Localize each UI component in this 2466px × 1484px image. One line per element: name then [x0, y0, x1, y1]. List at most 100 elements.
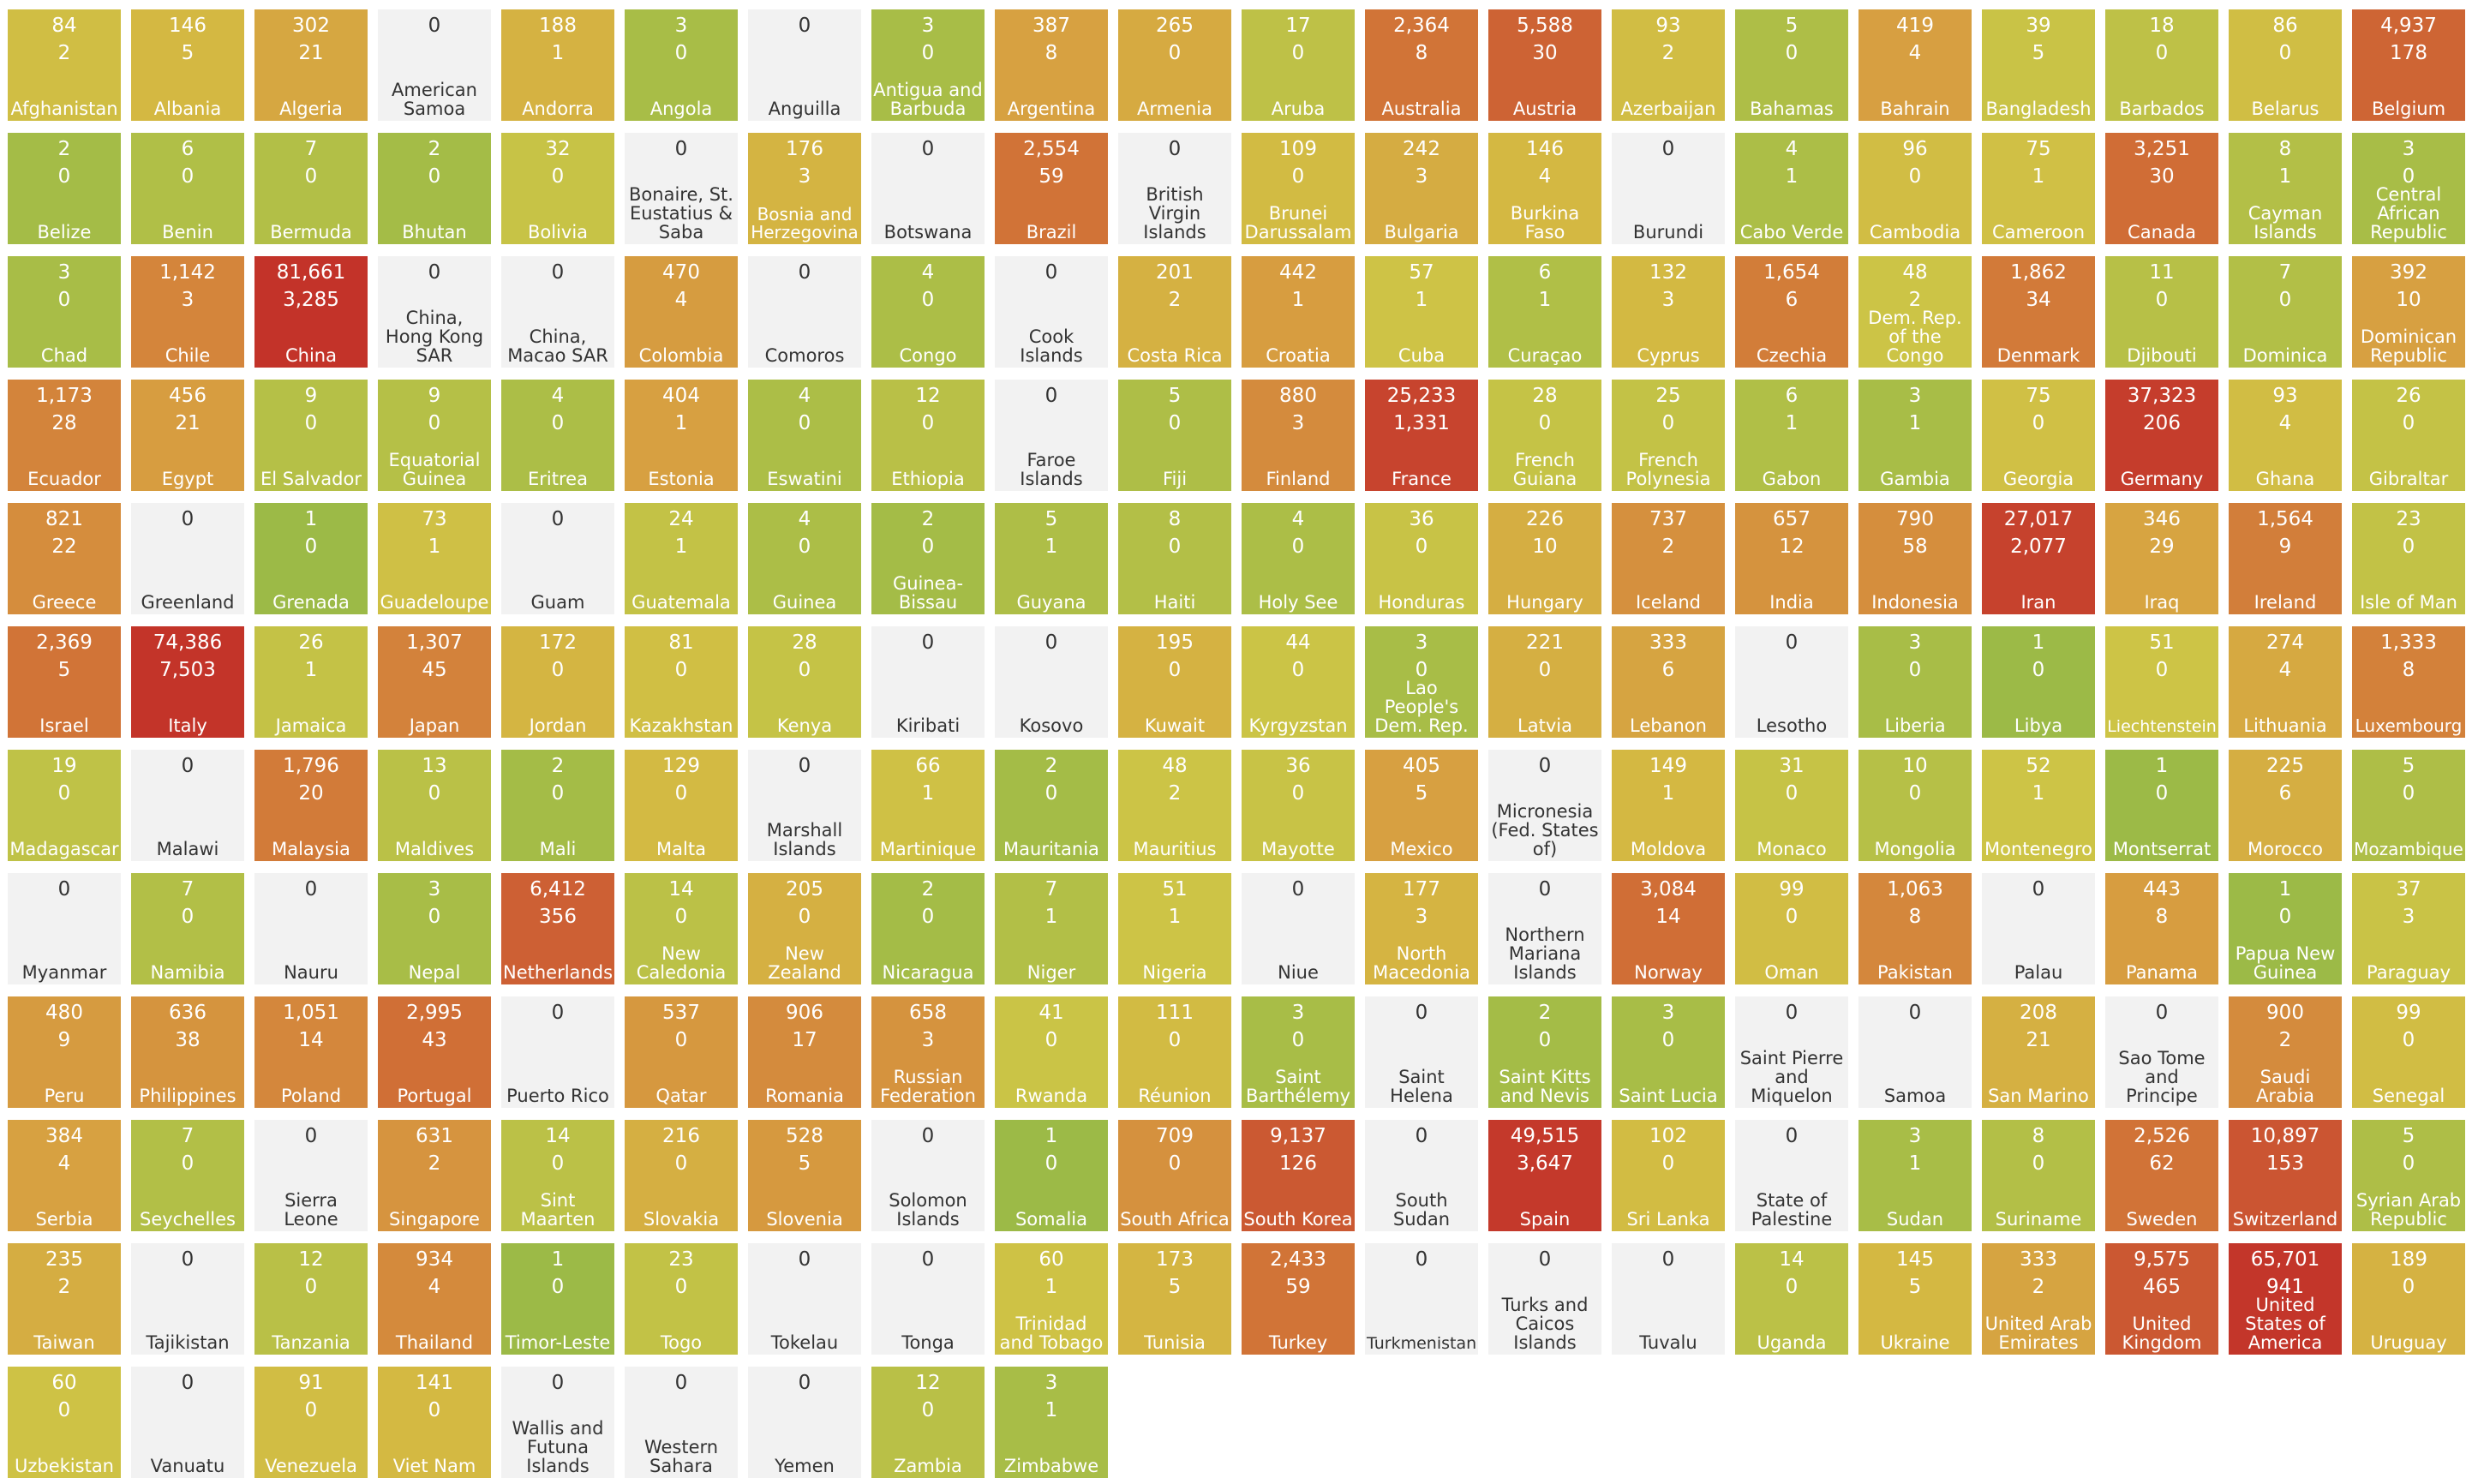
country-tile-china-macao-sar[interactable]: 0 China, Macao SAR — [501, 256, 614, 368]
country-tile-myanmar[interactable]: 0 Myanmar — [8, 873, 121, 984]
country-tile-thailand[interactable]: 934 4 Thailand — [378, 1243, 491, 1355]
country-tile-china[interactable]: 81,661 3,285 China — [254, 256, 368, 368]
country-tile-iceland[interactable]: 737 2 Iceland — [1612, 503, 1725, 614]
country-tile-nicaragua[interactable]: 2 0 Nicaragua — [871, 873, 985, 984]
country-tile-marshall-islands[interactable]: 0 Marshall Islands — [748, 750, 861, 861]
country-tile-portugal[interactable]: 2,995 43 Portugal — [378, 996, 491, 1108]
country-tile-burundi[interactable]: 0 Burundi — [1612, 133, 1725, 244]
country-tile-montenegro[interactable]: 52 1 Montenegro — [1982, 750, 2095, 861]
country-tile-iran[interactable]: 27,017 2,077 Iran — [1982, 503, 2095, 614]
country-tile-north-macedonia[interactable]: 177 3 North Macedonia — [1365, 873, 1478, 984]
country-tile-martinique[interactable]: 66 1 Martinique — [871, 750, 985, 861]
country-tile-oman[interactable]: 99 0 Oman — [1735, 873, 1848, 984]
country-tile-russian-federation[interactable]: 658 3 Russian Federation — [871, 996, 985, 1108]
country-tile-togo[interactable]: 23 0 Togo — [625, 1243, 738, 1355]
country-tile-eswatini[interactable]: 4 0 Eswatini — [748, 380, 861, 491]
country-tile-slovakia[interactable]: 216 0 Slovakia — [625, 1120, 738, 1231]
country-tile-new-caledonia[interactable]: 14 0 New Caledonia — [625, 873, 738, 984]
country-tile-madagascar[interactable]: 19 0 Madagascar — [8, 750, 121, 861]
country-tile-nigeria[interactable]: 51 1 Nigeria — [1118, 873, 1231, 984]
country-tile-kyrgyzstan[interactable]: 44 0 Kyrgyzstan — [1242, 626, 1355, 738]
country-tile-anguilla[interactable]: 0 Anguilla — [748, 9, 861, 121]
country-tile-tokelau[interactable]: 0 Tokelau — [748, 1243, 861, 1355]
country-tile-burkina-faso[interactable]: 146 4 Burkina Faso — [1488, 133, 1601, 244]
country-tile-ireland[interactable]: 1,564 9 Ireland — [2229, 503, 2342, 614]
country-tile-san-marino[interactable]: 208 21 San Marino — [1982, 996, 2095, 1108]
country-tile-rwanda[interactable]: 41 0 Rwanda — [995, 996, 1108, 1108]
country-tile-antigua-and-barbuda[interactable]: 3 0 Antigua and Barbuda — [871, 9, 985, 121]
country-tile-bangladesh[interactable]: 39 5 Bangladesh — [1982, 9, 2095, 121]
country-tile-western-sahara[interactable]: 0 Western Sahara — [625, 1367, 738, 1478]
country-tile-morocco[interactable]: 225 6 Morocco — [2229, 750, 2342, 861]
country-tile-united-kingdom[interactable]: 9,575 465 United Kingdom — [2105, 1243, 2218, 1355]
country-tile-vanuatu[interactable]: 0 Vanuatu — [131, 1367, 244, 1478]
country-tile-kiribati[interactable]: 0 Kiribati — [871, 626, 985, 738]
country-tile-benin[interactable]: 6 0 Benin — [131, 133, 244, 244]
country-tile-afghanistan[interactable]: 84 2 Afghanistan — [8, 9, 121, 121]
country-tile-qatar[interactable]: 537 0 Qatar — [625, 996, 738, 1108]
country-tile-namibia[interactable]: 7 0 Namibia — [131, 873, 244, 984]
country-tile-yemen[interactable]: 0 Yemen — [748, 1367, 861, 1478]
country-tile-northern-mariana-islands[interactable]: 0 Northern Mariana Islands — [1488, 873, 1601, 984]
country-tile-saint-helena[interactable]: 0 Saint Helena — [1365, 996, 1478, 1108]
country-tile-south-sudan[interactable]: 0 South Sudan — [1365, 1120, 1478, 1231]
country-tile-solomon-islands[interactable]: 0 Solomon Islands — [871, 1120, 985, 1231]
country-tile-kuwait[interactable]: 195 0 Kuwait — [1118, 626, 1231, 738]
country-tile-malaysia[interactable]: 1,796 20 Malaysia — [254, 750, 368, 861]
country-tile-saint-barthelemy[interactable]: 3 0 Saint Barthélemy — [1242, 996, 1355, 1108]
country-tile-singapore[interactable]: 631 2 Singapore — [378, 1120, 491, 1231]
country-tile-cyprus[interactable]: 132 3 Cyprus — [1612, 256, 1725, 368]
country-tile-georgia[interactable]: 75 0 Georgia — [1982, 380, 2095, 491]
country-tile-moldova[interactable]: 149 1 Moldova — [1612, 750, 1725, 861]
country-tile-sri-lanka[interactable]: 102 0 Sri Lanka — [1612, 1120, 1725, 1231]
country-tile-malawi[interactable]: 0 Malawi — [131, 750, 244, 861]
country-tile-saudi-arabia[interactable]: 900 2 Saudi Arabia — [2229, 996, 2342, 1108]
country-tile-ethiopia[interactable]: 12 0 Ethiopia — [871, 380, 985, 491]
country-tile-germany[interactable]: 37,323 206 Germany — [2105, 380, 2218, 491]
country-tile-saint-pierre-and-miquelon[interactable]: 0 Saint Pierre and Miquelon — [1735, 996, 1848, 1108]
country-tile-ghana[interactable]: 93 4 Ghana — [2229, 380, 2342, 491]
country-tile-trinidad-and-tobago[interactable]: 60 1 Trinidad and Tobago — [995, 1243, 1108, 1355]
country-tile-cook-islands[interactable]: 0 Cook Islands — [995, 256, 1108, 368]
country-tile-finland[interactable]: 880 3 Finland — [1242, 380, 1355, 491]
country-tile-cayman-islands[interactable]: 8 1 Cayman Islands — [2229, 133, 2342, 244]
country-tile-sudan[interactable]: 3 1 Sudan — [1858, 1120, 1972, 1231]
country-tile-suriname[interactable]: 8 0 Suriname — [1982, 1120, 2095, 1231]
country-tile-nepal[interactable]: 3 0 Nepal — [378, 873, 491, 984]
country-tile-guam[interactable]: 0 Guam — [501, 503, 614, 614]
country-tile-brunei-darussalam[interactable]: 109 0 Brunei Darussalam — [1242, 133, 1355, 244]
country-tile-bonaire-st-eustatius-saba[interactable]: 0 Bonaire, St. Eustatius & Saba — [625, 133, 738, 244]
country-tile-bosnia-and-herzegovina[interactable]: 176 3 Bosnia and Herzegovina — [748, 133, 861, 244]
country-tile-bolivia[interactable]: 32 0 Bolivia — [501, 133, 614, 244]
country-tile-australia[interactable]: 2,364 8 Australia — [1365, 9, 1478, 121]
country-tile-cuba[interactable]: 57 1 Cuba — [1365, 256, 1478, 368]
country-tile-congo[interactable]: 4 0 Congo — [871, 256, 985, 368]
country-tile-senegal[interactable]: 99 0 Senegal — [2352, 996, 2465, 1108]
country-tile-curacao[interactable]: 6 1 Curaçao — [1488, 256, 1601, 368]
country-tile-zambia[interactable]: 12 0 Zambia — [871, 1367, 985, 1478]
country-tile-fiji[interactable]: 5 0 Fiji — [1118, 380, 1231, 491]
country-tile-united-arab-emirates[interactable]: 333 2 United Arab Emirates — [1982, 1243, 2095, 1355]
country-tile-iraq[interactable]: 346 29 Iraq — [2105, 503, 2218, 614]
country-tile-papua-new-guinea[interactable]: 1 0 Papua New Guinea — [2229, 873, 2342, 984]
country-tile-israel[interactable]: 2,369 5 Israel — [8, 626, 121, 738]
country-tile-british-virgin-islands[interactable]: 0 British Virgin Islands — [1118, 133, 1231, 244]
country-tile-saint-lucia[interactable]: 3 0 Saint Lucia — [1612, 996, 1725, 1108]
country-tile-dominican-republic[interactable]: 392 10 Dominican Republic — [2352, 256, 2465, 368]
country-tile-guyana[interactable]: 5 1 Guyana — [995, 503, 1108, 614]
country-tile-hungary[interactable]: 226 10 Hungary — [1488, 503, 1601, 614]
country-tile-lithuania[interactable]: 274 4 Lithuania — [2229, 626, 2342, 738]
country-tile-eritrea[interactable]: 4 0 Eritrea — [501, 380, 614, 491]
country-tile-latvia[interactable]: 221 0 Latvia — [1488, 626, 1601, 738]
country-tile-liberia[interactable]: 3 0 Liberia — [1858, 626, 1972, 738]
country-tile-bhutan[interactable]: 2 0 Bhutan — [378, 133, 491, 244]
country-tile-malta[interactable]: 129 0 Malta — [625, 750, 738, 861]
country-tile-gambia[interactable]: 3 1 Gambia — [1858, 380, 1972, 491]
country-tile-egypt[interactable]: 456 21 Egypt — [131, 380, 244, 491]
country-tile-chile[interactable]: 1,142 3 Chile — [131, 256, 244, 368]
country-tile-botswana[interactable]: 0 Botswana — [871, 133, 985, 244]
country-tile-switzerland[interactable]: 10,897 153 Switzerland — [2229, 1120, 2342, 1231]
country-tile-central-african-republic[interactable]: 3 0 Central African Republic — [2352, 133, 2465, 244]
country-tile-viet-nam[interactable]: 141 0 Viet Nam — [378, 1367, 491, 1478]
country-tile-grenada[interactable]: 1 0 Grenada — [254, 503, 368, 614]
